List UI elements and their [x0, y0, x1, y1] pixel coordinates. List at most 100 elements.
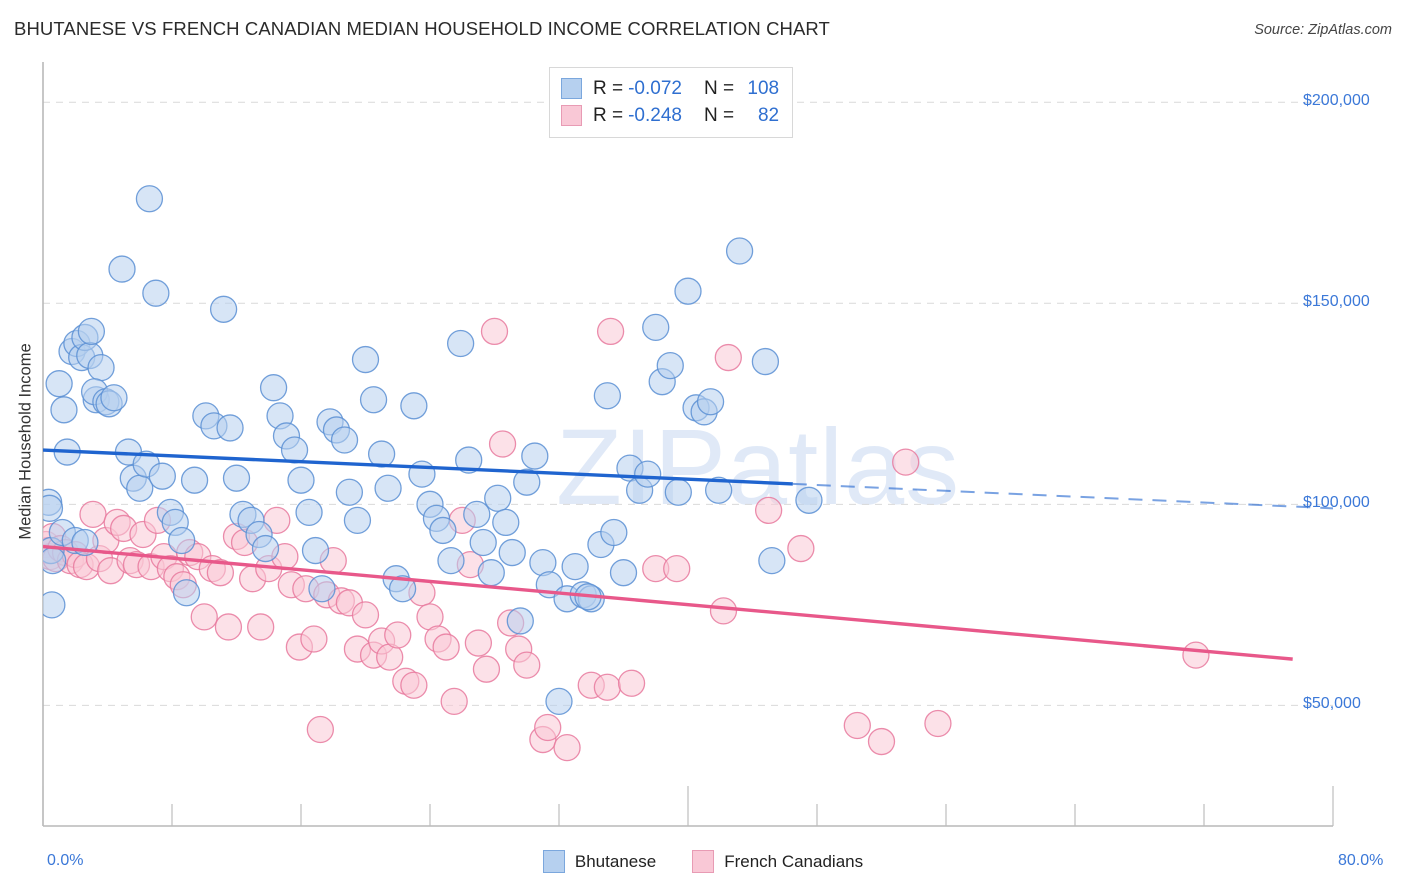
gridlines: [43, 101, 1333, 706]
scatter-point: [306, 715, 335, 744]
scatter-point: [206, 559, 235, 587]
legend-item-french-canadians[interactable]: French Canadians: [692, 850, 863, 873]
scatter-point: [561, 552, 589, 581]
scatter-point: [432, 633, 460, 661]
legend-label-french-canadians: French Canadians: [724, 851, 864, 871]
scatter-point: [209, 295, 238, 323]
scatter-point: [534, 713, 562, 742]
scatter-point: [696, 388, 725, 416]
x-axis-label-min: 0.0%: [47, 852, 84, 869]
scatter-point: [100, 384, 128, 412]
scatter-point: [259, 374, 288, 402]
scatter-point: [384, 621, 412, 649]
scatter-point: [446, 329, 475, 358]
scatter-point: [664, 478, 692, 506]
scatter-point: [429, 516, 457, 545]
trend-line-solid: [43, 448, 793, 486]
scatter-point: [367, 440, 396, 468]
scatter-point: [725, 237, 754, 265]
scatter-point: [135, 185, 164, 213]
trend-lines: [43, 448, 1333, 661]
scatter-point: [45, 370, 73, 398]
scatter-points-bhutanese: [43, 185, 823, 715]
scatter-point: [463, 500, 491, 529]
scatter-point: [437, 546, 465, 575]
page-title: BHUTANESE VS FRENCH CANADIAN MEDIAN HOUS…: [14, 18, 830, 39]
watermark: ZIPatlas: [556, 404, 960, 529]
legend-swatch-bhutanese: [542, 850, 565, 873]
x-axis-ticks: [42, 786, 1334, 826]
stats-n-label-bhutanese: N =: [703, 77, 735, 99]
stats-row-bhutanese: R = -0.072 N = 108: [561, 75, 779, 102]
scatter-point: [754, 496, 783, 524]
scatter-point: [330, 426, 359, 454]
scatter-point: [216, 414, 244, 442]
scatter-point: [513, 468, 541, 496]
scatter-point: [43, 591, 66, 619]
scatter-point: [609, 559, 638, 587]
scatter-point: [77, 317, 106, 346]
scatter-point: [180, 466, 209, 494]
x-axis-label-max: 80.0%: [1338, 852, 1384, 869]
stats-r-value-french-canadians: -0.248: [628, 104, 682, 126]
stats-r-label-bhutanese: R =: [593, 77, 624, 99]
legend-label-bhutanese: Bhutanese: [574, 851, 657, 871]
scatter-point: [388, 575, 417, 603]
scatter-point: [440, 687, 468, 715]
scatter-point: [795, 486, 823, 514]
scatter-point: [488, 430, 517, 458]
scatter-point: [301, 536, 330, 565]
scatter-point: [148, 462, 176, 490]
scatter-point: [498, 538, 526, 567]
scatter-point: [300, 625, 328, 653]
scatter-point: [400, 392, 428, 420]
scatter-point: [351, 345, 380, 374]
scatter-point: [506, 607, 534, 635]
scatter-point: [469, 528, 497, 557]
scatter-point: [674, 277, 702, 305]
scatter-point: [477, 559, 505, 587]
scatter-point: [617, 669, 646, 697]
scatter-point: [222, 464, 251, 492]
scatter-point: [142, 279, 170, 307]
y-axis-tick-label: $200,000: [1303, 92, 1370, 110]
scatter-point: [1182, 641, 1210, 669]
scatter-point: [351, 601, 380, 629]
legend-swatch-french-canadians: [692, 850, 715, 873]
scatter-point: [709, 597, 738, 625]
scatter-point: [374, 474, 402, 502]
scatter-point: [642, 313, 670, 342]
legend-item-bhutanese[interactable]: Bhutanese: [542, 850, 657, 873]
scatter-point: [593, 673, 622, 701]
y-axis-tick-label: $50,000: [1303, 695, 1361, 713]
scatter-point: [214, 613, 243, 641]
scatter-point: [596, 317, 625, 346]
scatter-point: [172, 579, 201, 607]
stats-swatch-french-canadians: [561, 105, 582, 126]
scatter-point: [87, 353, 115, 382]
scatter-point: [663, 555, 691, 583]
stats-n-value-french-canadians: 82: [757, 104, 780, 126]
scatter-point: [758, 546, 786, 575]
scatter-point: [335, 478, 364, 506]
y-axis-tick-label: $100,000: [1303, 494, 1370, 512]
scatter-point: [343, 506, 372, 535]
scatter-point: [168, 526, 196, 555]
scatter-point: [892, 448, 920, 476]
source-attribution: Source: ZipAtlas.com: [1254, 22, 1392, 38]
stats-n-label-french-canadians: N =: [703, 104, 735, 126]
scatter-point: [593, 382, 622, 410]
scatter-point: [787, 534, 815, 563]
scatter-point: [464, 629, 493, 657]
scatter-point: [924, 709, 952, 738]
scatter-point: [50, 396, 78, 424]
stats-n-value-bhutanese: 108: [747, 77, 780, 99]
scatter-point: [359, 386, 388, 414]
scatter-point: [43, 546, 67, 575]
scatter-point: [513, 651, 541, 679]
y-axis-tick-label: $150,000: [1303, 293, 1370, 311]
scatter-point: [190, 603, 218, 631]
scatter-point: [295, 498, 323, 527]
scatter-point: [472, 655, 501, 683]
